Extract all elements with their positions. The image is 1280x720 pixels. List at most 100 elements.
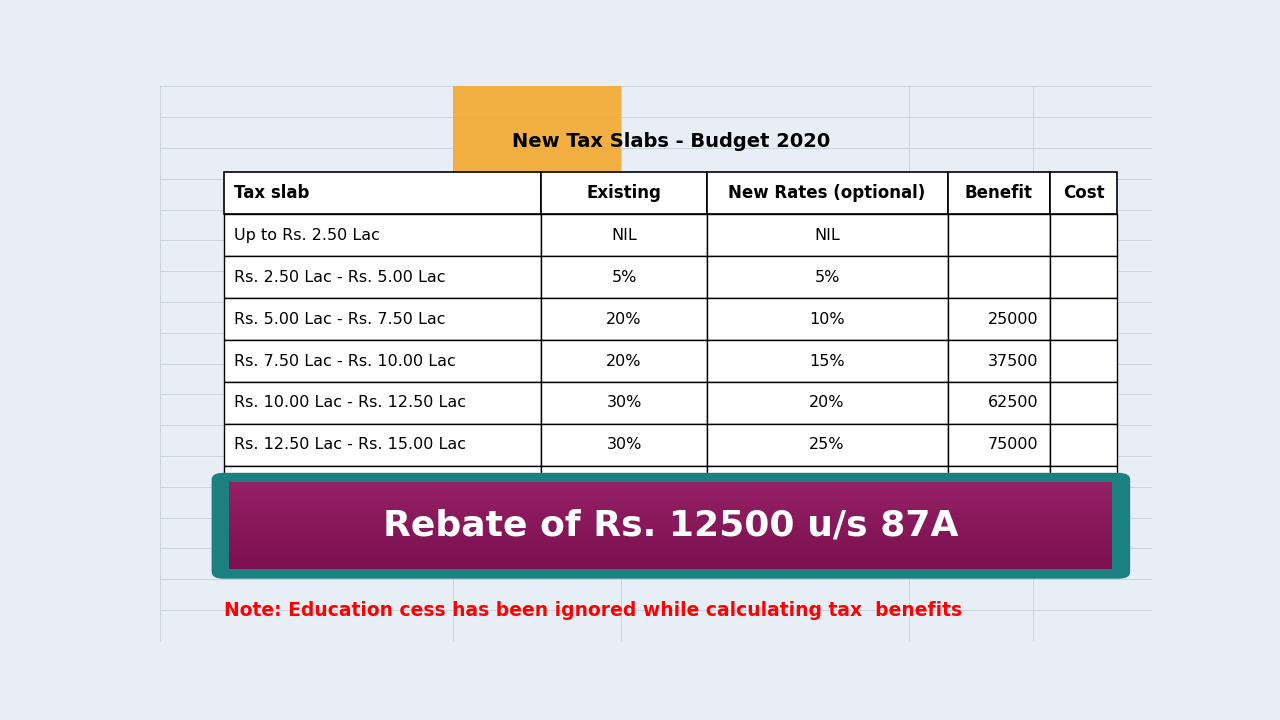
Text: 75000: 75000	[988, 480, 1038, 495]
Bar	[541, 215, 707, 256]
Bar	[229, 510, 1112, 511]
Bar	[947, 424, 1051, 466]
Bar	[224, 172, 541, 215]
Text: 75000: 75000	[988, 437, 1038, 452]
Bar	[229, 523, 1112, 526]
Bar	[707, 298, 947, 340]
Text: Rebate of Rs. 12500 u/s 87A: Rebate of Rs. 12500 u/s 87A	[383, 509, 959, 543]
Text: Up to Rs. 2.50 Lac: Up to Rs. 2.50 Lac	[234, 228, 380, 243]
Bar	[229, 518, 1112, 520]
Text: New Tax Slabs - Budget 2020: New Tax Slabs - Budget 2020	[512, 132, 829, 151]
Text: Cost: Cost	[1062, 184, 1105, 202]
Text: Rs. 7.50 Lac - Rs. 10.00 Lac: Rs. 7.50 Lac - Rs. 10.00 Lac	[234, 354, 456, 369]
Text: Tax slab: Tax slab	[234, 184, 310, 202]
Bar	[224, 340, 541, 382]
Bar	[707, 424, 947, 466]
Bar	[229, 528, 1112, 530]
Text: Rs. 2.50 Lac - Rs. 5.00 Lac: Rs. 2.50 Lac - Rs. 5.00 Lac	[234, 270, 445, 284]
Bar	[1051, 215, 1117, 256]
FancyBboxPatch shape	[211, 473, 1130, 579]
Bar	[229, 532, 1112, 534]
Bar	[229, 565, 1112, 567]
Bar	[707, 382, 947, 424]
Bar	[947, 340, 1051, 382]
Bar	[229, 492, 1112, 494]
Text: Rs. 15.00 Lac & Above: Rs. 15.00 Lac & Above	[234, 480, 416, 495]
Text: Benefit: Benefit	[965, 184, 1033, 202]
Text: Rs. 10.00 Lac - Rs. 12.50 Lac: Rs. 10.00 Lac - Rs. 12.50 Lac	[234, 395, 466, 410]
Text: 10%: 10%	[809, 312, 845, 327]
Bar	[229, 488, 1112, 490]
Bar	[229, 500, 1112, 501]
Bar	[947, 466, 1051, 508]
Bar	[229, 516, 1112, 517]
Bar	[224, 382, 541, 424]
Bar	[229, 491, 1112, 492]
Bar	[229, 542, 1112, 544]
Bar	[229, 567, 1112, 569]
Bar	[229, 549, 1112, 552]
Text: NIL: NIL	[814, 228, 840, 243]
Text: Rs. 5.00 Lac - Rs. 7.50 Lac: Rs. 5.00 Lac - Rs. 7.50 Lac	[234, 312, 445, 327]
Bar	[229, 554, 1112, 556]
Bar	[229, 531, 1112, 533]
Bar	[229, 501, 1112, 503]
Bar	[229, 495, 1112, 497]
Bar	[224, 298, 541, 340]
Bar	[229, 534, 1112, 536]
Bar	[229, 503, 1112, 504]
Bar	[1051, 256, 1117, 298]
Bar	[947, 172, 1051, 215]
Text: 30%: 30%	[607, 480, 641, 495]
Text: New Rates (optional): New Rates (optional)	[728, 184, 925, 202]
Bar	[1051, 382, 1117, 424]
Bar	[707, 340, 947, 382]
Bar	[224, 466, 541, 508]
Text: 30%: 30%	[809, 480, 845, 495]
Bar	[229, 544, 1112, 546]
Bar	[229, 557, 1112, 559]
Bar	[707, 215, 947, 256]
Bar	[229, 517, 1112, 518]
Bar	[947, 215, 1051, 256]
Bar	[224, 424, 541, 466]
Text: 25%: 25%	[809, 437, 845, 452]
Bar	[229, 545, 1112, 547]
Bar	[229, 519, 1112, 521]
Text: 62500: 62500	[988, 395, 1038, 410]
Bar	[229, 548, 1112, 550]
Bar	[229, 513, 1112, 514]
Bar	[229, 559, 1112, 562]
Bar	[541, 424, 707, 466]
Text: 25000: 25000	[988, 312, 1038, 327]
Text: NIL: NIL	[611, 228, 637, 243]
Bar	[229, 526, 1112, 528]
Text: 30%: 30%	[607, 395, 641, 410]
Text: 5%: 5%	[814, 270, 840, 284]
Text: 37500: 37500	[988, 354, 1038, 369]
Bar	[229, 535, 1112, 537]
Bar	[224, 256, 541, 298]
Text: 20%: 20%	[607, 312, 641, 327]
Bar	[947, 256, 1051, 298]
Bar	[707, 256, 947, 298]
Bar	[1051, 466, 1117, 508]
Bar	[947, 298, 1051, 340]
Bar	[229, 558, 1112, 560]
Bar	[229, 536, 1112, 539]
Bar	[229, 490, 1112, 491]
Bar	[229, 521, 1112, 523]
Bar	[1051, 298, 1117, 340]
Bar	[453, 86, 621, 210]
Bar	[229, 552, 1112, 554]
Bar	[229, 529, 1112, 531]
Text: 20%: 20%	[607, 354, 641, 369]
Bar	[229, 505, 1112, 507]
Bar	[541, 340, 707, 382]
Text: Existing: Existing	[586, 184, 662, 202]
Text: Rs. 12.50 Lac - Rs. 15.00 Lac: Rs. 12.50 Lac - Rs. 15.00 Lac	[234, 437, 466, 452]
Bar	[707, 466, 947, 508]
Bar	[229, 564, 1112, 566]
Bar	[1051, 172, 1117, 215]
Bar	[229, 525, 1112, 527]
